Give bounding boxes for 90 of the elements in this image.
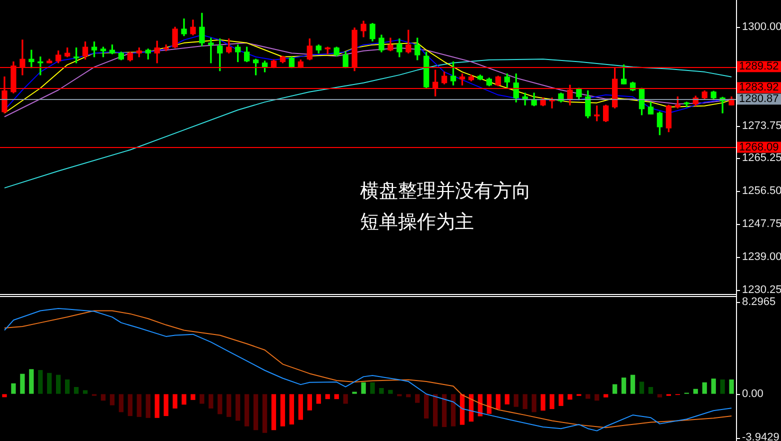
- bar: [406, 394, 411, 398]
- bar: [128, 394, 132, 416]
- bar: [630, 374, 636, 394]
- bar: [550, 394, 554, 410]
- bar: [729, 379, 734, 394]
- bar: [693, 388, 698, 394]
- bar: [370, 382, 375, 394]
- bar: [244, 394, 250, 426]
- bar: [280, 394, 286, 426]
- bar: [568, 394, 572, 400]
- ref-line-label: 1283.92: [739, 82, 779, 94]
- bar: [298, 394, 304, 420]
- bar: [20, 374, 25, 394]
- bar: [271, 394, 276, 430]
- bar: [236, 394, 240, 421]
- bar: [532, 394, 536, 412]
- bar: [182, 394, 186, 405]
- bar: [38, 370, 43, 394]
- bar: [621, 378, 626, 394]
- bar: [540, 394, 546, 411]
- bar: [388, 390, 393, 394]
- bar: [504, 394, 510, 404]
- bar: [208, 394, 214, 409]
- y-tick-label: 1239.00: [742, 250, 781, 263]
- bar: [657, 394, 662, 398]
- bar: [450, 394, 456, 426]
- bar: [56, 374, 61, 394]
- y-tick-label: 1230.25: [742, 284, 781, 296]
- bar: [343, 394, 348, 404]
- bar: [164, 394, 168, 416]
- bar: [2, 394, 7, 398]
- bar: [110, 394, 115, 406]
- bar: [379, 388, 384, 394]
- bar: [514, 394, 518, 407]
- bar: [118, 394, 124, 412]
- y-tick-label: 1300.00: [742, 21, 781, 34]
- ref-line-label: 1268.09: [739, 141, 779, 154]
- bar: [29, 369, 34, 394]
- bar: [11, 383, 16, 394]
- bar: [64, 379, 70, 394]
- y-tick-label: 1256.50: [742, 184, 781, 197]
- bar: [47, 372, 52, 394]
- bar: [82, 390, 88, 394]
- bar: [74, 387, 79, 394]
- bar: [522, 394, 528, 410]
- y-tick-label: 1247.75: [742, 218, 781, 230]
- bar: [136, 394, 142, 417]
- bar: [612, 384, 618, 394]
- bar: [639, 382, 644, 394]
- bar: [361, 382, 366, 394]
- bar: [711, 378, 716, 394]
- bar: [289, 394, 294, 424]
- ref-line-label: 1289.52: [739, 60, 779, 73]
- bar: [720, 379, 725, 394]
- bar: [604, 394, 608, 398]
- y-tick-label: 1265.25: [742, 152, 781, 164]
- candlestick: [208, 38, 214, 64]
- annotation: 横盘整理并没有方向: [360, 179, 531, 204]
- bar: [253, 394, 258, 430]
- annotation: 短单操作为主: [360, 210, 475, 235]
- y-tick-label: 1273.75: [742, 120, 781, 132]
- bar: [154, 394, 160, 418]
- bar: [190, 394, 196, 400]
- bar: [146, 394, 150, 418]
- bar: [424, 394, 429, 418]
- y-tick-label: 8.2965: [742, 296, 776, 308]
- bar: [307, 394, 312, 410]
- y-tick-label: -3.9429: [742, 432, 780, 441]
- bar: [262, 394, 268, 433]
- bar: [648, 387, 654, 394]
- bar: [226, 394, 232, 417]
- bar: [558, 394, 564, 406]
- bar: [415, 394, 420, 403]
- bar: [496, 394, 500, 410]
- bar: [325, 394, 330, 400]
- bar: [702, 382, 707, 394]
- bar: [460, 394, 465, 425]
- bar: [218, 394, 222, 414]
- bar: [316, 394, 321, 404]
- bar: [334, 394, 339, 400]
- bar: [594, 394, 600, 401]
- bar: [586, 394, 590, 399]
- bar: [442, 394, 447, 428]
- bar: [432, 394, 438, 426]
- y-tick-label: 0.00: [742, 388, 764, 400]
- bar: [172, 394, 178, 409]
- bar: [100, 394, 106, 401]
- bar: [200, 394, 204, 404]
- ref-line-label: 1280.87: [739, 93, 779, 106]
- bar: [486, 394, 492, 414]
